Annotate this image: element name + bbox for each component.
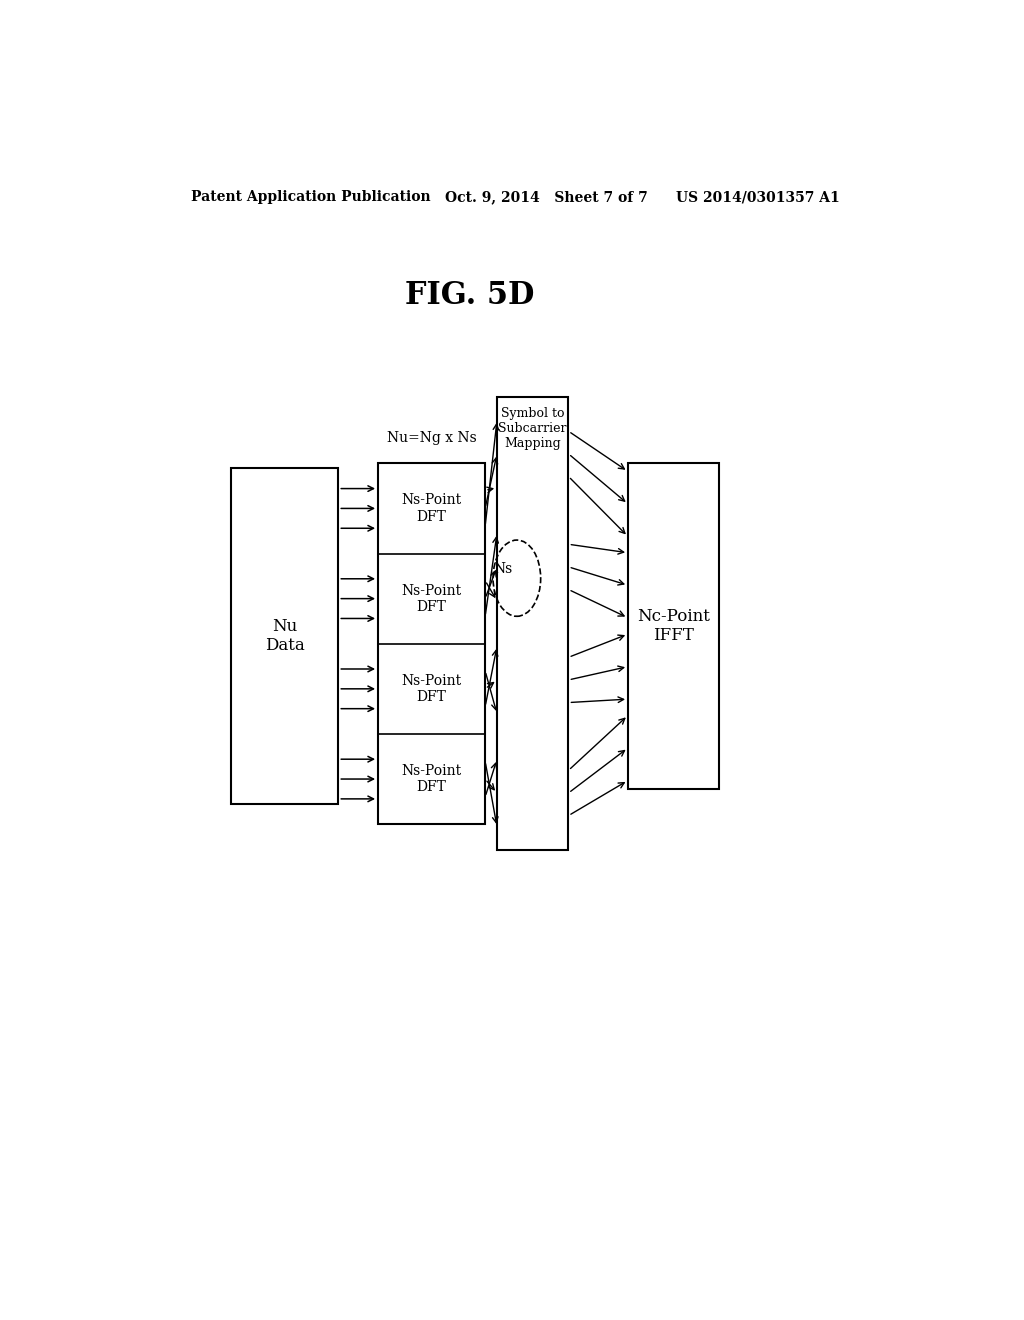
Bar: [378, 463, 485, 824]
Bar: [628, 463, 719, 788]
Text: Ns: Ns: [494, 562, 512, 576]
Bar: [231, 469, 338, 804]
Text: Ns-Point
DFT: Ns-Point DFT: [401, 764, 462, 795]
Text: Ns-Point
DFT: Ns-Point DFT: [401, 583, 462, 614]
Bar: [497, 397, 568, 850]
Text: Nc-Point
IFFT: Nc-Point IFFT: [637, 607, 710, 644]
Text: Nu
Data: Nu Data: [265, 618, 304, 655]
Text: Oct. 9, 2014   Sheet 7 of 7: Oct. 9, 2014 Sheet 7 of 7: [445, 190, 648, 205]
Text: Nu=Ng x Ns: Nu=Ng x Ns: [387, 432, 476, 445]
Text: Ns-Point
DFT: Ns-Point DFT: [401, 673, 462, 704]
Text: US 2014/0301357 A1: US 2014/0301357 A1: [676, 190, 840, 205]
Text: Ns-Point
DFT: Ns-Point DFT: [401, 494, 462, 524]
Text: Patent Application Publication: Patent Application Publication: [191, 190, 431, 205]
Text: FIG. 5D: FIG. 5D: [404, 280, 534, 312]
Text: Symbol to
Subcarrier
Mapping: Symbol to Subcarrier Mapping: [499, 408, 567, 450]
